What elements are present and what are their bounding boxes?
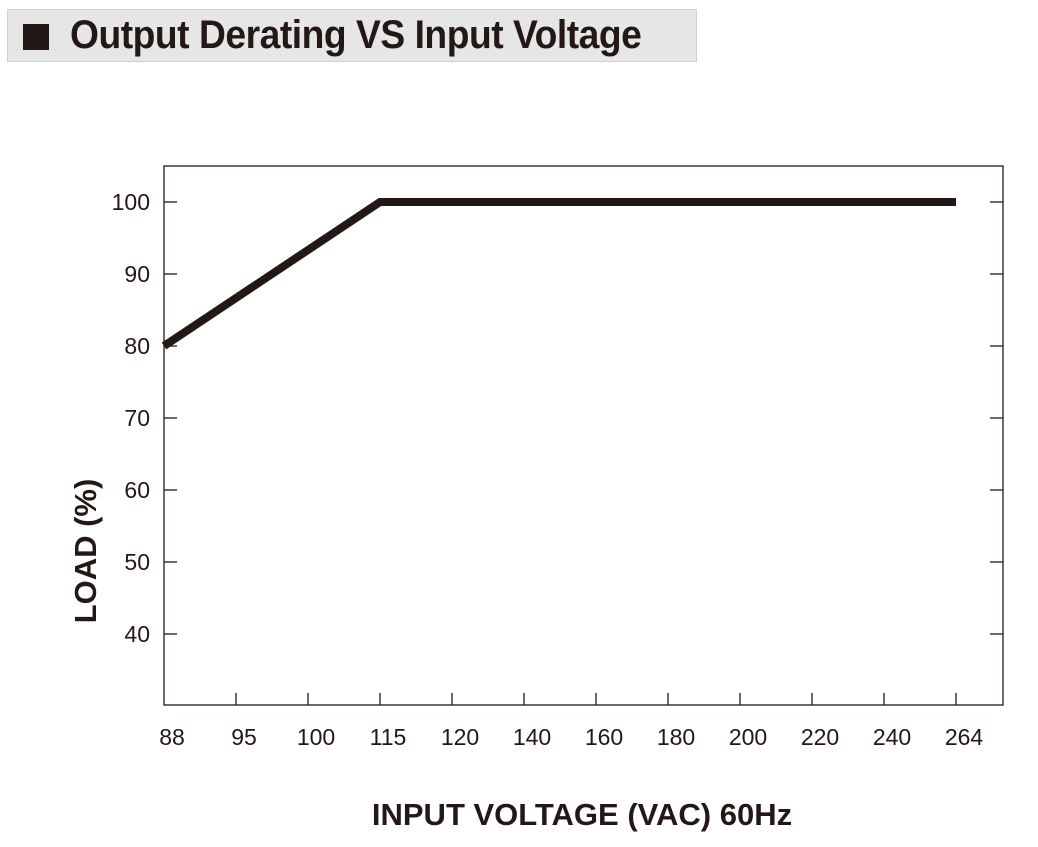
chart-title: Output Derating VS Input Voltage [70,13,642,57]
y-tick-label: 50 [124,549,150,575]
x-tick-label: 240 [873,724,911,750]
y-tick-label: 80 [124,333,150,359]
title-banner: Output Derating VS Input Voltage [7,9,697,62]
x-tick-label: 100 [297,724,335,750]
ticks [164,201,1003,705]
x-tick-label: 95 [231,724,257,750]
x-tick-label: 115 [370,724,407,750]
y-tick-label: 60 [124,477,150,503]
plot-frame [163,165,1004,706]
x-tick-label: 160 [585,724,623,750]
x-tick-label: 88 [159,724,185,750]
tick-labels: 88 95 100 115 120 140 160 180 200 220 240 264 40 50 60… [112,189,984,750]
title-square-icon [23,24,49,50]
series [161,198,956,350]
x-tick-label: 264 [945,724,984,750]
x-tick-label: 140 [513,724,551,750]
y-tick-label: 100 [112,189,150,215]
x-tick-label: 220 [801,724,839,750]
y-tick-label: 40 [124,621,150,647]
y-tick-label: 70 [124,405,150,431]
y-axis-title: LOAD (%) [68,479,103,624]
x-tick-label: 200 [729,724,767,750]
x-axis-title: INPUT VOLTAGE (VAC) 60Hz [372,797,792,832]
derating-curve [161,198,956,350]
x-tick-label: 180 [657,724,695,750]
y-tick-label: 90 [124,261,150,287]
x-tick-label: 120 [441,724,479,750]
